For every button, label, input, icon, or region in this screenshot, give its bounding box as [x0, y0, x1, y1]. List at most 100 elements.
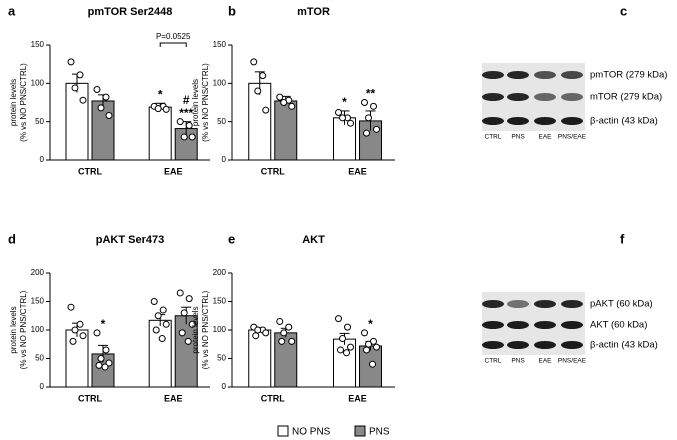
- data-point: [285, 323, 293, 331]
- blot-band: [482, 71, 504, 79]
- data-point: [347, 343, 355, 351]
- band-label: mTOR (279 kDa): [590, 92, 662, 103]
- data-point: [339, 335, 347, 343]
- y-tick-label: 0: [40, 155, 45, 164]
- data-point: [79, 332, 87, 340]
- band-label: pAKT (60 kDa): [590, 299, 653, 310]
- data-point: [365, 340, 373, 348]
- blot-band: [482, 93, 504, 101]
- legend-swatch: [277, 425, 289, 437]
- data-point: [176, 118, 184, 126]
- lane-label: CTRL: [485, 358, 502, 365]
- bar: [148, 106, 172, 161]
- blot-band: [534, 300, 556, 308]
- data-point: [288, 102, 296, 110]
- data-point: [347, 119, 355, 127]
- data-point: [150, 298, 158, 305]
- data-point: [159, 306, 167, 314]
- band-label: AKT (60 kDa): [590, 320, 647, 331]
- data-point: [105, 359, 113, 367]
- data-point: [184, 337, 192, 345]
- y-tick-label: 200: [213, 268, 227, 277]
- data-point: [278, 337, 286, 345]
- blot-band: [561, 321, 583, 329]
- lane-label: EAE: [538, 134, 552, 141]
- data-point: [185, 295, 193, 303]
- y-tick-label: 0: [222, 382, 227, 391]
- y-tick-label: 100: [31, 325, 45, 334]
- blot-band: [534, 117, 556, 125]
- bar: [248, 329, 272, 388]
- panel-letter: a: [8, 3, 16, 18]
- y-tick-label: 150: [31, 297, 45, 306]
- y-tick-label: 100: [213, 325, 227, 334]
- data-point: [97, 104, 105, 112]
- panel-letter: f: [620, 231, 625, 246]
- data-point: [185, 122, 193, 129]
- data-point: [335, 108, 343, 116]
- data-point: [250, 58, 258, 66]
- panel-letter: b: [228, 3, 236, 18]
- bar: [274, 100, 298, 161]
- data-point: [180, 133, 188, 141]
- blot-band: [482, 341, 504, 349]
- y-tick-label: 50: [35, 117, 44, 126]
- data-point: [76, 320, 84, 328]
- panel-letter: c: [620, 3, 627, 18]
- y-axis-label: (% vs NO PNS/CTRL): [19, 63, 28, 142]
- blot-band: [482, 321, 504, 329]
- data-point: [180, 309, 188, 317]
- bracket: [159, 42, 187, 47]
- y-tick-label: 0: [40, 382, 45, 391]
- y-tick-label: 100: [31, 78, 45, 87]
- data-point: [188, 133, 196, 141]
- data-point: [152, 326, 160, 334]
- data-point: [276, 317, 284, 325]
- data-point: [361, 329, 369, 337]
- significance: *: [342, 95, 347, 109]
- data-point: [365, 114, 373, 122]
- blot-band: [561, 300, 583, 308]
- chart-title: pAKT Ser473: [96, 234, 164, 246]
- bracket-label: P=0.0525: [156, 32, 191, 41]
- chart-title: mTOR: [297, 6, 330, 18]
- data-point: [373, 343, 381, 351]
- data-point: [361, 99, 369, 106]
- blot-band: [561, 117, 583, 125]
- data-point: [67, 303, 75, 311]
- x-tick-label: EAE: [348, 393, 367, 403]
- lane-label: EAE: [538, 358, 552, 365]
- data-point: [288, 337, 296, 345]
- chart-title: AKT: [302, 234, 325, 246]
- lane-label: PNS: [511, 134, 525, 141]
- chart-title: pmTOR Ser2448: [88, 6, 173, 18]
- y-tick-label: 200: [31, 268, 45, 277]
- y-tick-label: 150: [213, 40, 227, 49]
- y-axis-label: (% vs NO PNS/CTRL): [19, 290, 28, 369]
- data-point: [254, 326, 262, 334]
- panel-letter: d: [8, 231, 16, 246]
- significance: ***: [179, 106, 193, 120]
- data-point: [76, 71, 84, 79]
- data-point: [102, 346, 110, 354]
- blot-band: [482, 300, 504, 308]
- y-tick-label: 50: [217, 354, 226, 363]
- bar: [65, 82, 89, 161]
- blot-band: [561, 341, 583, 349]
- x-tick-label: CTRL: [78, 166, 102, 176]
- y-axis-label: protein levels: [9, 79, 18, 126]
- data-point: [178, 329, 186, 337]
- data-point: [344, 323, 352, 331]
- data-point: [262, 106, 270, 114]
- data-point: [335, 315, 343, 323]
- data-point: [71, 326, 79, 334]
- blot-band: [507, 300, 529, 308]
- blot-band: [534, 321, 556, 329]
- x-tick-label: EAE: [164, 166, 183, 176]
- band-label: β-actin (43 kDa): [590, 340, 658, 351]
- data-point: [154, 312, 162, 320]
- significance: *: [158, 87, 163, 101]
- data-point: [102, 93, 110, 101]
- blot-band: [534, 93, 556, 101]
